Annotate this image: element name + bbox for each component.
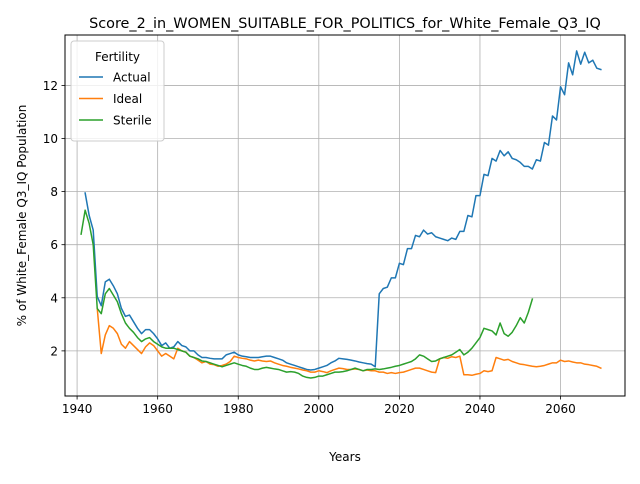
chart-title: Score_2_in_WOMEN_SUITABLE_FOR_POLITICS_f… <box>89 16 601 32</box>
x-tick-label: 2040 <box>465 402 496 416</box>
legend-label-sterile: Sterile <box>113 114 152 128</box>
y-axis: 2 4 6 8 10 12 <box>43 79 65 358</box>
y-tick-label: 12 <box>43 79 58 93</box>
series-layer <box>80 50 602 379</box>
x-tick-label: 2060 <box>545 402 576 416</box>
x-tick-label: 2020 <box>384 402 415 416</box>
legend-title: Fertility <box>95 50 140 64</box>
y-tick-label: 4 <box>50 291 58 305</box>
y-tick-label: 6 <box>50 238 58 252</box>
series-line-sterile <box>80 209 534 379</box>
y-tick-label: 10 <box>43 132 58 146</box>
x-tick-label: 1960 <box>142 402 173 416</box>
legend-entry-ideal: Ideal <box>79 92 142 106</box>
y-axis-label: % of White_Female Q3_IQ Population <box>15 105 29 327</box>
legend-label-actual: Actual <box>113 71 151 85</box>
legend-box <box>70 40 165 142</box>
legend: Fertility Actual Ideal Sterile <box>70 40 165 142</box>
x-tick-label: 2000 <box>304 402 335 416</box>
legend-entry-sterile: Sterile <box>79 114 152 128</box>
legend-label-ideal: Ideal <box>113 92 142 106</box>
x-axis-label: Years <box>328 450 361 464</box>
legend-entry-actual: Actual <box>79 71 151 85</box>
y-tick-label: 8 <box>50 185 58 199</box>
plot-frame <box>64 34 626 397</box>
y-tick-label: 2 <box>50 344 58 358</box>
x-tick-label: 1980 <box>223 402 254 416</box>
legend-entries: Actual Ideal Sterile <box>79 71 152 128</box>
x-axis: 1940 1960 1980 2000 2020 2040 2060 <box>62 396 576 416</box>
x-tick-label: 1940 <box>62 402 93 416</box>
